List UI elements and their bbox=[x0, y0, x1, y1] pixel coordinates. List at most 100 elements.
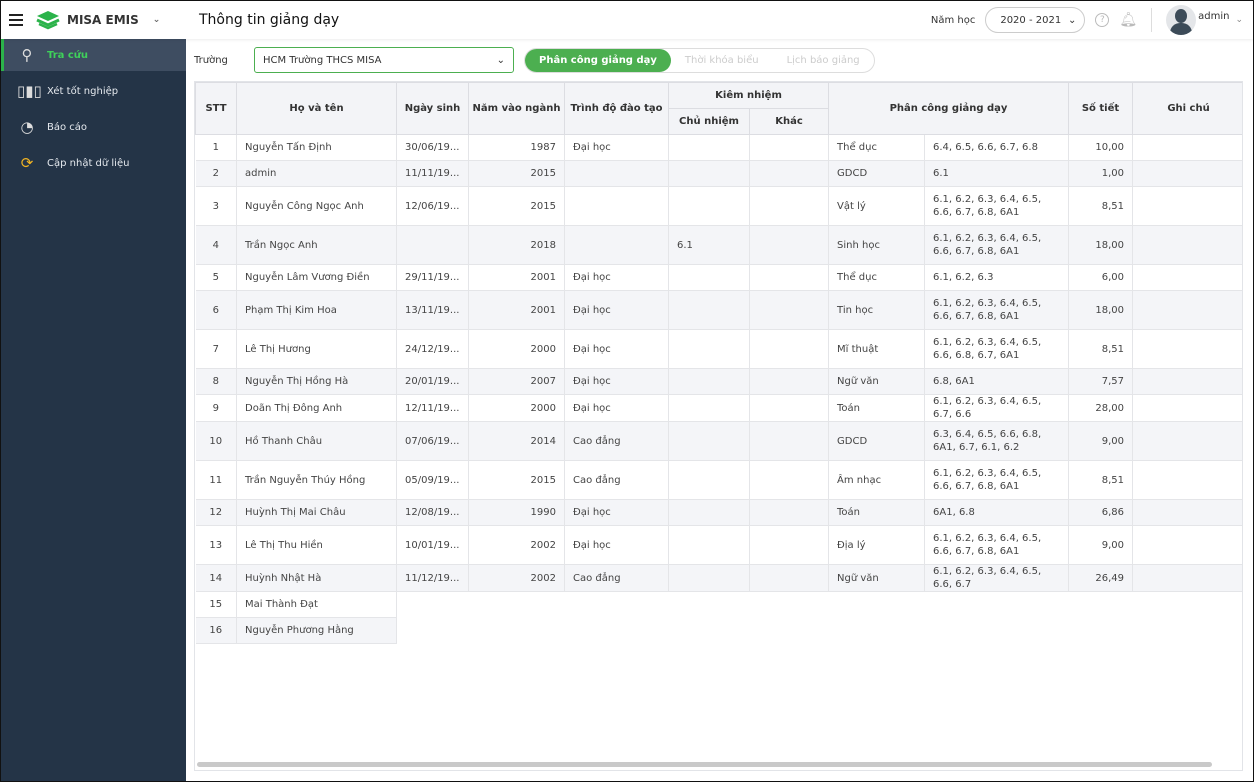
sidebar-item-bao-cao[interactable]: ◔ Báo cáo bbox=[1, 111, 186, 143]
table-row[interactable]: 14 Huỳnh Nhật Hà 11/12/19... 2002 Cao đẳng Ng… bbox=[195, 564, 1242, 592]
cell-tiet: 18,00 bbox=[1068, 225, 1134, 265]
cell-tiet: 8,51 bbox=[1068, 329, 1134, 369]
cell-name: Trần Ngọc Anh bbox=[236, 225, 397, 265]
tab-thoi-khoa-bieu[interactable]: Thời khóa biểu bbox=[684, 54, 759, 66]
cell-stt: 15 bbox=[195, 591, 237, 618]
cell-dob: 10/01/19... bbox=[396, 525, 469, 565]
table-row[interactable]: 5 Nguyễn Lâm Vương Điền 29/11/19... 2001 Đại… bbox=[195, 264, 1242, 291]
col-chu-nhiem: Chủ nhiệm bbox=[668, 108, 750, 135]
cell-subject: Toán bbox=[828, 499, 926, 526]
cell-subject: Tin học bbox=[828, 290, 926, 330]
cell-chu bbox=[668, 264, 750, 291]
app-logo[interactable]: MISA EMIS ⌄ bbox=[35, 10, 160, 30]
horizontal-scrollbar[interactable] bbox=[197, 762, 1212, 767]
cell-stt: 11 bbox=[195, 460, 237, 500]
cell-tiet: 1,00 bbox=[1068, 160, 1134, 187]
sidebar-item-xet-tot-nghiep[interactable]: ▯▮▯ Xét tốt nghiệp bbox=[1, 75, 186, 107]
cell-khac bbox=[749, 329, 830, 369]
cell-dob: 12/08/19... bbox=[396, 499, 469, 526]
cell-stt: 7 bbox=[195, 329, 237, 369]
cell-stt: 3 bbox=[195, 186, 237, 226]
cell-degree: Đại học bbox=[564, 525, 669, 565]
cell-name: Hồ Thanh Châu bbox=[236, 421, 397, 461]
cell-stt: 14 bbox=[195, 564, 237, 592]
cell-tiet: 8,51 bbox=[1068, 186, 1134, 226]
cell-note bbox=[1132, 460, 1242, 500]
cell-degree: Đại học bbox=[564, 368, 669, 395]
cell-stt: 12 bbox=[195, 499, 237, 526]
table-row[interactable]: 3 Nguyễn Công Ngọc Anh 12/06/19... 2015 Vật … bbox=[195, 186, 1242, 226]
help-icon[interactable]: ? bbox=[1095, 13, 1110, 27]
year-select[interactable]: 2020 - 2021 ⌄ bbox=[985, 7, 1086, 33]
cell-tiet: 18,00 bbox=[1068, 290, 1134, 330]
avatar[interactable] bbox=[1166, 5, 1197, 35]
cell-classes: 6.1, 6.2, 6.3, 6.4, 6.5, 6.6, 6.7, 6.8, … bbox=[924, 186, 1070, 226]
table-row[interactable]: 12 Huỳnh Thị Mai Châu 12/08/19... 1990 Đại h… bbox=[195, 499, 1242, 526]
tab-lich-bao-giang[interactable]: Lịch báo giảng bbox=[786, 54, 860, 66]
col-stt: STT bbox=[195, 82, 237, 135]
cell-dob: 05/09/19... bbox=[396, 460, 469, 500]
cell-classes: 6.1 bbox=[924, 160, 1070, 187]
col-kiem-nhiem: Kiêm nhiệm bbox=[667, 82, 830, 109]
cell-classes: 6.8, 6A1 bbox=[924, 368, 1070, 395]
cell-year: 2002 bbox=[468, 525, 565, 565]
table-row[interactable]: 9 Doãn Thị Đông Anh 12/11/19... 2000 Đại học… bbox=[195, 394, 1242, 422]
cell-dob: 29/11/19... bbox=[396, 264, 469, 291]
tab-phan-cong[interactable]: Phân công giảng dạy bbox=[525, 48, 671, 72]
cell-khac bbox=[749, 394, 830, 422]
cell-tiet: 8,51 bbox=[1068, 460, 1134, 500]
table-row[interactable]: 1 Nguyễn Tấn Định 30/06/19... 1987 Đại học Th… bbox=[195, 134, 1242, 161]
table-row[interactable]: 8 Nguyễn Thị Hồng Hà 20/01/19... 2007 Đại họ… bbox=[195, 368, 1242, 395]
chevron-down-icon[interactable]: ⌄ bbox=[152, 15, 161, 25]
sidebar-item-cap-nhat[interactable]: ⟳ Cập nhật dữ liệu bbox=[1, 147, 186, 179]
table-row[interactable]: 10 Hồ Thanh Châu 07/06/19... 2014 Cao đẳng GD… bbox=[195, 421, 1242, 461]
school-value: HCM Trường THCS MISA bbox=[263, 54, 382, 66]
cell-degree: Đại học bbox=[564, 264, 669, 291]
pie-chart-icon: ◔ bbox=[20, 118, 34, 136]
user-name[interactable]: admin bbox=[1198, 10, 1230, 22]
sidebar-item-tra-cuu[interactable]: ⚲ Tra cứu bbox=[1, 39, 186, 71]
col-so-tiet: Số tiết bbox=[1068, 82, 1134, 135]
cell-name: Phạm Thị Kim Hoa bbox=[236, 290, 397, 330]
cell-stt: 16 bbox=[195, 617, 237, 644]
teaching-table: STT Họ và tên Ngày sinh Năm vào ngành Tr… bbox=[194, 81, 1243, 771]
cell-subject: Ngữ văn bbox=[828, 368, 926, 395]
cell-stt: 1 bbox=[195, 134, 237, 161]
chevron-down-icon[interactable]: ⌄ bbox=[1235, 15, 1243, 25]
cell-classes: 6.4, 6.5, 6.6, 6.7, 6.8 bbox=[924, 134, 1070, 161]
school-select[interactable]: HCM Trường THCS MISA ⌄ bbox=[254, 47, 514, 73]
cell-stt: 6 bbox=[195, 290, 237, 330]
bell-icon[interactable]: 🔔︎ bbox=[1119, 12, 1138, 28]
menu-icon[interactable] bbox=[9, 14, 23, 26]
cell-dob: 30/06/19... bbox=[396, 134, 469, 161]
cell-dob: 12/06/19... bbox=[396, 186, 469, 226]
cell-note bbox=[1132, 329, 1242, 369]
cell-degree: Đại học bbox=[564, 329, 669, 369]
table-row[interactable]: 16 Nguyễn Phương Hằng bbox=[195, 617, 1243, 644]
cell-subject: Thể dục bbox=[828, 264, 926, 291]
table-row[interactable]: 15 Mai Thành Đạt bbox=[195, 591, 1243, 618]
cell-name: Doãn Thị Đông Anh bbox=[236, 394, 397, 422]
table-row[interactable]: 13 Lê Thị Thu Hiền 10/01/19... 2002 Đại học Đ… bbox=[195, 525, 1242, 565]
cell-name: Lê Thị Thu Hiền bbox=[236, 525, 397, 565]
cell-year: 2000 bbox=[468, 329, 565, 369]
table-row[interactable]: 7 Lê Thị Hương 24/12/19... 2000 Đại học Mĩ th… bbox=[195, 329, 1242, 369]
cell-khac bbox=[749, 290, 830, 330]
sync-icon: ⟳ bbox=[20, 154, 34, 172]
cell-tiet: 6,00 bbox=[1068, 264, 1134, 291]
cell-subject: Âm nhạc bbox=[828, 460, 926, 500]
cell-classes: 6.1, 6.2, 6.3 bbox=[924, 264, 1070, 291]
cell-name: Lê Thị Hương bbox=[236, 329, 397, 369]
cell-khac bbox=[749, 525, 830, 565]
sidebar: ⚲ Tra cứu ▯▮▯ Xét tốt nghiệp ◔ Báo cáo ⟳ Cập… bbox=[1, 39, 186, 781]
cell-degree: Đại học bbox=[564, 290, 669, 330]
cell-stt: 10 bbox=[195, 421, 237, 461]
table-row[interactable]: 4 Trần Ngọc Anh 2018 6.1 Sinh học 6.1, 6.2, 6… bbox=[195, 225, 1242, 265]
table-row[interactable]: 2 admin 11/11/19... 2015 GDCD 6.1 1,00 bbox=[195, 160, 1242, 187]
table-row[interactable]: 11 Trần Nguyễn Thúy Hồng 05/09/19... 2015 Ca… bbox=[195, 460, 1242, 500]
table-row[interactable]: 6 Phạm Thị Kim Hoa 13/11/19... 2001 Đại học T… bbox=[195, 290, 1242, 330]
cell-name: Huỳnh Nhật Hà bbox=[236, 564, 397, 592]
cell-khac bbox=[749, 160, 830, 187]
cell-chu bbox=[668, 394, 750, 422]
